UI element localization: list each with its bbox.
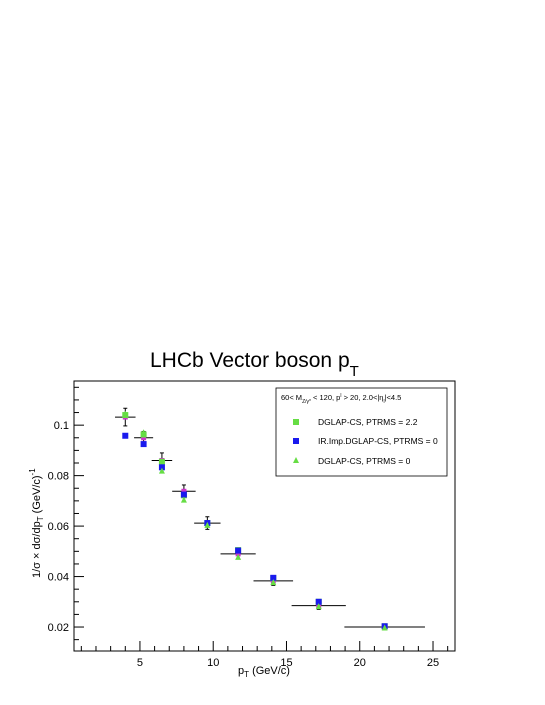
x-tick-label: 20 — [354, 657, 366, 669]
legend-label-3: DGLAP-CS, PTRMS = 0 — [318, 456, 411, 466]
series-2-triangle-marker — [158, 467, 165, 474]
series-2-triangle-marker — [381, 624, 388, 631]
series-1-square-marker — [140, 441, 147, 448]
model-markers — [122, 410, 388, 631]
series-2-triangle-marker — [180, 496, 187, 503]
series-1-square-marker — [158, 464, 165, 471]
x-axis-title: pT (GeV/c) — [238, 665, 290, 679]
y-axis-ticks: 0.02 0.04 0.06 0.08 0.1 — [48, 386, 84, 641]
legend-box — [275, 387, 448, 477]
legend-label-2: IR.Imp.DGLAP-CS, PTRMS = 0 — [318, 436, 438, 446]
data-point — [181, 488, 187, 494]
y-tick-label: 0.1 — [54, 420, 69, 432]
legend-marker-green-square — [293, 419, 299, 425]
x-tick-label: 15 — [280, 657, 292, 669]
y-tick-label: 0.06 — [48, 521, 69, 533]
series-1-square-marker — [315, 598, 322, 605]
series-2-triangle-marker — [140, 429, 147, 436]
y-tick-label: 0.02 — [48, 622, 69, 634]
series-1-square-marker — [235, 547, 242, 554]
series-2-triangle-marker — [235, 553, 242, 560]
legend-marker-green-triangle — [293, 457, 299, 463]
legend-header: 60< MZ/γ* < 120, pl > 20, 2.0<|ηl|<4.5 — [281, 393, 401, 405]
series-0-square-marker — [158, 458, 165, 465]
series-2-triangle-marker — [204, 521, 211, 528]
data-point — [235, 551, 241, 557]
series-2-triangle-marker — [122, 410, 129, 417]
chart-title: LHCb Vector boson pT — [150, 349, 359, 380]
series-1-square-marker — [180, 491, 187, 498]
legend-marker-blue-square — [293, 438, 299, 444]
x-tick-label: 10 — [207, 657, 219, 669]
series-2-triangle-marker — [315, 603, 322, 610]
data-point — [141, 435, 147, 441]
x-tick-label: 25 — [427, 657, 439, 669]
plot-frame — [73, 380, 456, 652]
series-2-triangle-marker — [270, 579, 277, 586]
series-1-square-marker — [122, 432, 129, 439]
x-tick-label: 5 — [137, 657, 143, 669]
series-1-square-marker — [270, 574, 277, 581]
y-tick-label: 0.04 — [48, 572, 69, 584]
legend-label-1: DGLAP-CS, PTRMS = 2.2 — [318, 417, 418, 427]
y-axis-title: 1/σ × dσ/dpT (GeV/c)-1 — [28, 468, 45, 578]
y-tick-label: 0.08 — [48, 471, 69, 483]
x-axis-ticks: 5 10 15 20 25 — [80, 641, 449, 669]
legend: 60< MZ/γ* < 120, pl > 20, 2.0<|ηl|<4.5 D… — [275, 387, 448, 477]
